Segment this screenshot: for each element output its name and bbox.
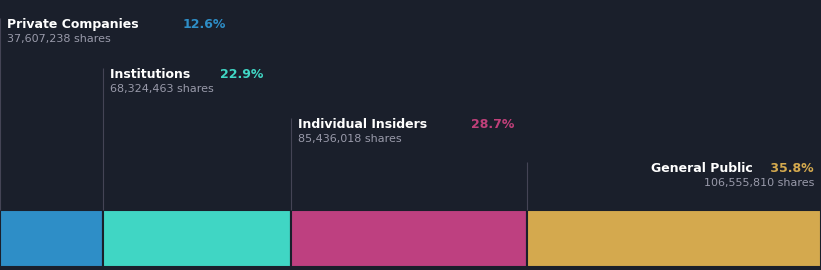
Text: 28.7%: 28.7% — [470, 118, 514, 131]
Bar — [0, 210, 103, 267]
Bar — [291, 210, 527, 267]
Text: Individual Insiders: Individual Insiders — [299, 118, 432, 131]
Bar — [527, 210, 821, 267]
Text: 68,324,463 shares: 68,324,463 shares — [111, 84, 214, 94]
Text: 106,555,810 shares: 106,555,810 shares — [704, 178, 814, 188]
Text: 12.6%: 12.6% — [182, 18, 226, 31]
Text: 37,607,238 shares: 37,607,238 shares — [7, 34, 111, 44]
Text: 85,436,018 shares: 85,436,018 shares — [299, 134, 402, 144]
Text: Private Companies: Private Companies — [7, 18, 143, 31]
Text: 22.9%: 22.9% — [220, 68, 263, 81]
Text: General Public: General Public — [651, 162, 753, 175]
Text: 35.8%: 35.8% — [766, 162, 814, 175]
Bar — [103, 210, 291, 267]
Text: Institutions: Institutions — [111, 68, 195, 81]
